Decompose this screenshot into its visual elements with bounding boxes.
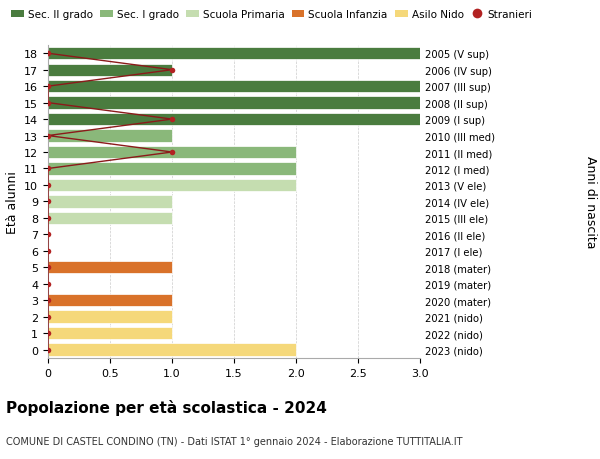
Bar	[48, 114, 420, 126]
Bar	[48, 179, 296, 192]
Bar	[48, 327, 172, 340]
Bar	[48, 262, 172, 274]
Bar	[48, 163, 296, 175]
Text: Popolazione per età scolastica - 2024: Popolazione per età scolastica - 2024	[6, 399, 327, 415]
Legend: Sec. II grado, Sec. I grado, Scuola Primaria, Scuola Infanzia, Asilo Nido, Stran: Sec. II grado, Sec. I grado, Scuola Prim…	[11, 10, 533, 20]
Text: Anni di nascita: Anni di nascita	[584, 156, 597, 248]
Bar	[48, 212, 172, 224]
Bar	[48, 294, 172, 307]
Bar	[48, 81, 420, 93]
Bar	[48, 311, 172, 323]
Bar	[48, 130, 172, 142]
Bar	[48, 64, 172, 77]
Bar	[48, 344, 296, 356]
Bar	[48, 97, 420, 110]
Bar	[48, 196, 172, 208]
Y-axis label: Età alunni: Età alunni	[5, 171, 19, 233]
Bar	[48, 48, 420, 60]
Text: COMUNE DI CASTEL CONDINO (TN) - Dati ISTAT 1° gennaio 2024 - Elaborazione TUTTIT: COMUNE DI CASTEL CONDINO (TN) - Dati IST…	[6, 436, 463, 446]
Bar	[48, 146, 296, 159]
